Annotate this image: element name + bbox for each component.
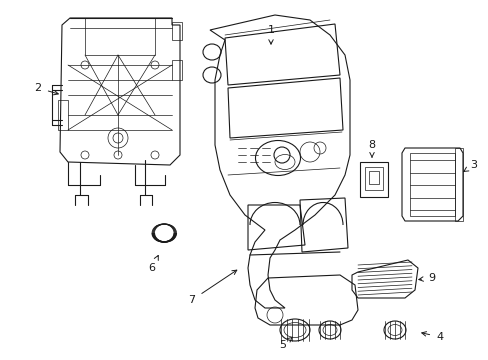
Text: 2: 2	[34, 83, 58, 95]
Text: 3: 3	[463, 160, 476, 171]
Text: 1: 1	[267, 25, 274, 44]
Text: 9: 9	[418, 273, 435, 283]
Text: 4: 4	[421, 332, 443, 342]
Text: 6: 6	[148, 256, 158, 273]
Text: 7: 7	[188, 270, 236, 305]
Text: 5: 5	[279, 337, 292, 350]
Text: 8: 8	[367, 140, 375, 157]
